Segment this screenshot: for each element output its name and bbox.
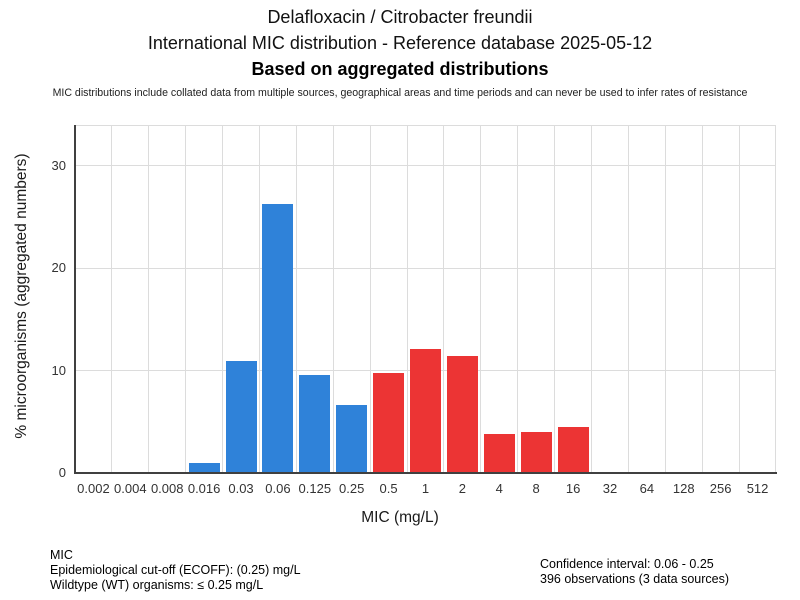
gridline-vertical xyxy=(517,126,519,473)
gridline-vertical xyxy=(554,126,556,473)
y-tick-10: 10 xyxy=(51,362,66,378)
x-tick-1: 1 xyxy=(421,481,430,496)
x-tick-0.016: 0.016 xyxy=(187,481,221,496)
gridline-horizontal xyxy=(75,267,775,269)
x-tick-512: 512 xyxy=(746,481,769,496)
mic-bar-0.06 xyxy=(262,203,294,473)
footer-observations-block: Confidence interval: 0.06 - 0.25 396 obs… xyxy=(540,557,729,587)
x-tick-0.008: 0.008 xyxy=(150,481,184,496)
y-tick-30: 30 xyxy=(51,157,66,173)
y-tick-20: 20 xyxy=(51,260,66,276)
x-tick-2: 2 xyxy=(458,481,466,496)
x-tick-64: 64 xyxy=(639,481,655,496)
x-tick-4: 4 xyxy=(495,481,503,496)
gridline-vertical xyxy=(222,126,224,473)
footer-ecoff-line: Epidemiological cut-off (ECOFF): (0.25) … xyxy=(50,562,301,577)
gridline-vertical xyxy=(701,126,703,473)
footer-ecoff-block: MIC Epidemiological cut-off (ECOFF): (0.… xyxy=(50,548,301,592)
x-tick-0.25: 0.25 xyxy=(339,481,365,496)
gridline-vertical xyxy=(295,126,297,473)
mic-histogram-plot xyxy=(75,125,776,473)
y-tick-0: 0 xyxy=(58,465,66,480)
x-tick-0.5: 0.5 xyxy=(379,481,398,496)
footer-mic-label: MIC xyxy=(50,548,73,562)
x-tick-16: 16 xyxy=(565,481,581,496)
gridline-vertical xyxy=(627,126,629,473)
gridline-vertical xyxy=(480,126,482,473)
footer-confidence-interval: Confidence interval: 0.06 - 0.25 xyxy=(540,557,714,571)
y-axis-title: % microorganisms (aggregated numbers) xyxy=(13,153,30,439)
gridline-horizontal xyxy=(75,165,775,167)
gridline-vertical xyxy=(185,126,187,473)
gridline-vertical xyxy=(591,126,593,473)
gridline-vertical xyxy=(664,126,666,473)
gridline-vertical xyxy=(406,126,408,473)
mic-bar-1 xyxy=(410,349,441,473)
x-tick-0.06: 0.06 xyxy=(265,481,291,496)
mic-bar-4 xyxy=(483,434,515,473)
mic-bar-0.016 xyxy=(188,462,220,473)
x-tick-0.002: 0.002 xyxy=(77,481,110,496)
footer-wildtype-line: Wildtype (WT) organisms: ≤ 0.25 mg/L xyxy=(50,577,264,592)
x-tick-0.03: 0.03 xyxy=(228,481,254,496)
gridline-vertical xyxy=(258,126,260,473)
mic-bar-0.125 xyxy=(299,374,331,473)
x-tick-128: 128 xyxy=(672,481,695,496)
chart-title: Delafloxacin / Citrobacter freundii xyxy=(267,7,533,27)
gridline-vertical xyxy=(738,126,740,473)
chart-subtitle-aggregated: Based on aggregated distributions xyxy=(251,59,549,79)
gridline-vertical xyxy=(111,126,113,473)
x-axis-line xyxy=(74,472,777,474)
x-tick-0.125: 0.125 xyxy=(298,481,332,496)
mic-bar-0.5 xyxy=(373,372,405,473)
x-tick-0.004: 0.004 xyxy=(114,481,147,496)
mic-bar-0.25 xyxy=(336,405,368,473)
gridline-vertical xyxy=(369,126,371,473)
gridline-vertical xyxy=(332,126,334,473)
x-tick-256: 256 xyxy=(709,481,732,496)
mic-bar-0.03 xyxy=(225,361,257,473)
x-axis-title: MIC (mg/L) xyxy=(361,509,439,526)
chart-subtitle: International MIC distribution - Referen… xyxy=(147,33,653,53)
x-tick-32: 32 xyxy=(602,481,618,496)
footer-observations: 396 observations (3 data sources) xyxy=(540,571,729,586)
x-tick-8: 8 xyxy=(532,481,540,496)
disclaimer-text: MIC distributions include collated data … xyxy=(52,87,748,99)
mic-bar-8 xyxy=(520,432,552,473)
gridline-vertical xyxy=(148,126,150,473)
mic-bar-2 xyxy=(446,356,478,473)
y-axis-line xyxy=(74,125,76,473)
gridline-vertical xyxy=(443,126,445,473)
mic-bar-16 xyxy=(557,426,589,473)
